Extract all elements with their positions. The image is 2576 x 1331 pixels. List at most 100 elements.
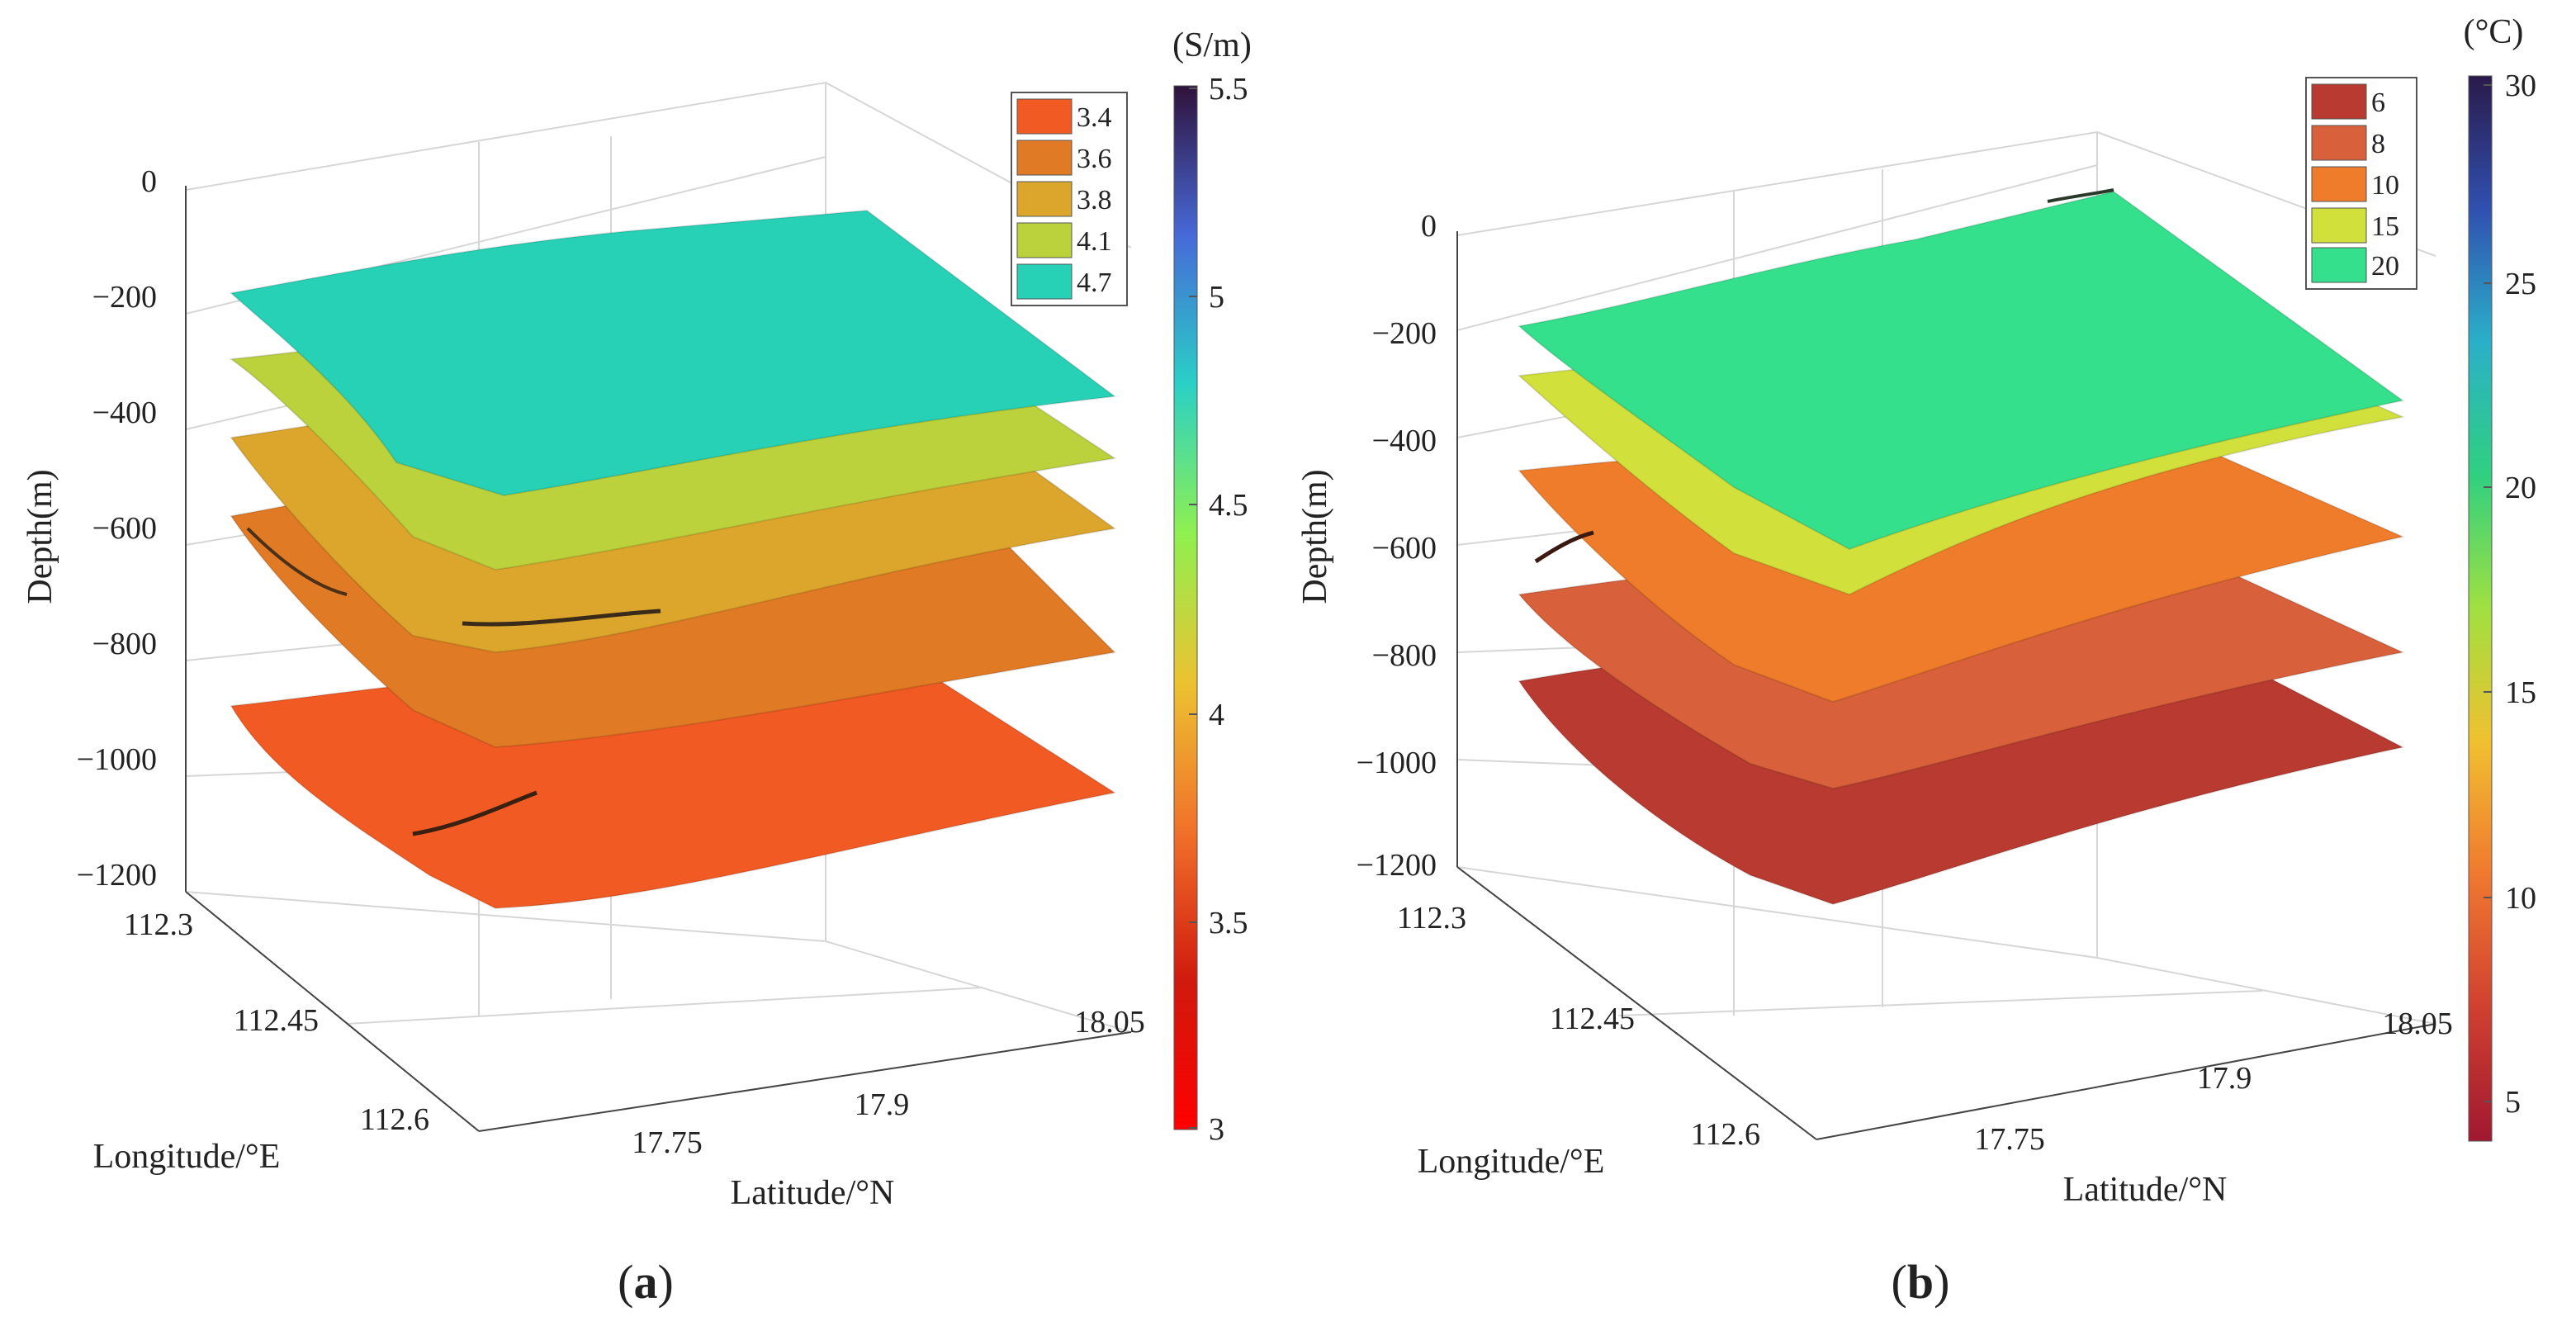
surface-a-4.7 — [229, 209, 1117, 497]
a-colorbar-title: (S/m) — [1172, 26, 1252, 64]
b-legend-swatch-3 — [2311, 207, 2367, 244]
panel-b-label-letter: b — [1907, 1255, 1934, 1309]
panel-a-z-ticks: 0 −200 −400 −600 −800 −1000 −1200 — [77, 164, 157, 893]
a-legend-swatch-1 — [1016, 140, 1073, 176]
panel-a-x-ticks: 17.75 17.9 18.05 — [632, 1005, 1145, 1160]
a-cbtick-1: 5 — [1209, 280, 1224, 315]
b-xlabel: Latitude/°N — [2063, 1171, 2228, 1209]
panel-b-x-ticks: 17.75 17.9 18.05 — [1974, 1007, 2453, 1157]
panel-b-front-axes — [1456, 231, 2436, 1140]
panel-b-surfaces — [1517, 188, 2406, 906]
panel-a-colorbar: (S/m) 5.5 5 4.5 4 3.5 3 — [1172, 26, 1252, 1147]
a-ztick-1: −200 — [92, 280, 157, 315]
b-xtick-0: 17.75 — [1974, 1122, 2045, 1157]
b-cbtick-0: 30 — [2505, 69, 2536, 103]
a-ztick-6: −1200 — [77, 858, 157, 893]
b-legend-label-0: 6 — [2371, 88, 2385, 118]
a-colorbar-bar — [1173, 85, 1198, 1130]
b-cbtick-4: 10 — [2505, 881, 2536, 916]
a-legend-swatch-0 — [1016, 98, 1073, 135]
a-ztick-5: −1000 — [77, 742, 157, 777]
a-xlabel: Latitude/°N — [731, 1174, 895, 1212]
a-ztick-2: −400 — [92, 396, 157, 430]
panel-a-surfaces — [229, 209, 1117, 910]
panel-a-front-axes — [185, 186, 1132, 1132]
panel-a-label-letter: a — [634, 1255, 658, 1309]
a-xtick-2: 18.05 — [1074, 1005, 1145, 1040]
b-legend-swatch-1 — [2311, 125, 2367, 161]
ridge-b-2 — [2047, 188, 2114, 203]
b-cbtick-2: 20 — [2505, 471, 2536, 505]
b-legend-swatch-4 — [2311, 247, 2367, 283]
b-legend-label-2: 10 — [2371, 170, 2399, 201]
panel-a-label-close: ) — [658, 1255, 674, 1309]
a-legend-swatch-3 — [1016, 222, 1073, 258]
b-ztick-3: −600 — [1372, 531, 1437, 566]
b-zlabel: Depth(m) — [1296, 469, 1334, 604]
panel-b-z-ticks: 0 −200 −400 −600 −800 −1000 −1200 — [1357, 209, 1437, 883]
ridge-b-1 — [1534, 530, 1594, 564]
b-colorbar-title: (°C) — [2464, 13, 2524, 51]
b-ytick-1: 112.45 — [1550, 1002, 1635, 1036]
a-cbtick-0: 5.5 — [1209, 72, 1248, 107]
b-cbtick-1: 25 — [2505, 267, 2536, 301]
panel-b-label-close: ) — [1934, 1255, 1949, 1309]
b-legend-label-3: 15 — [2371, 211, 2399, 242]
surface-b-20 — [1517, 190, 2405, 551]
b-ztick-6: −1200 — [1357, 848, 1437, 883]
panel-b-colorbar: (°C) 30 25 20 15 10 5 — [2464, 13, 2536, 1142]
b-colorbar-tick-marks — [2484, 84, 2492, 1102]
a-ytick-0: 112.3 — [124, 907, 193, 942]
b-colorbar-bar — [2468, 75, 2493, 1142]
a-ytick-1: 112.45 — [234, 1003, 319, 1038]
a-legend-label-4: 4.7 — [1077, 268, 1112, 298]
a-legend-label-3: 4.1 — [1077, 226, 1112, 257]
b-cbtick-3: 15 — [2505, 675, 2536, 710]
panel-b-label-open: ( — [1892, 1255, 1907, 1309]
b-ztick-4: −800 — [1372, 638, 1437, 673]
panel-a-y-ticks: 112.3 112.45 112.6 — [124, 907, 429, 1137]
a-zlabel: Depth(m) — [21, 469, 59, 604]
a-xtick-1: 17.9 — [855, 1087, 910, 1122]
panel-a-label-open: ( — [618, 1255, 633, 1309]
b-ylabel: Longitude/°E — [1418, 1143, 1605, 1181]
a-legend-swatch-4 — [1016, 263, 1073, 300]
b-ztick-0: 0 — [1421, 209, 1437, 244]
b-ytick-0: 112.3 — [1397, 901, 1466, 935]
b-legend-label-1: 8 — [2371, 129, 2385, 159]
a-legend-label-0: 3.4 — [1077, 102, 1112, 133]
ridge-a-3 — [246, 527, 348, 596]
a-ztick-4: −800 — [92, 627, 157, 661]
a-ztick-0: 0 — [141, 164, 157, 199]
b-ztick-1: −200 — [1372, 316, 1437, 351]
a-colorbar-tick-marks — [1189, 88, 1197, 1129]
b-ztick-5: −1000 — [1357, 746, 1437, 780]
a-legend-label-2: 3.8 — [1077, 185, 1112, 216]
b-legend-swatch-0 — [2311, 83, 2367, 120]
b-ztick-2: −400 — [1372, 424, 1437, 458]
a-legend-swatch-2 — [1016, 181, 1073, 217]
panel-b-label: (b) — [1892, 1255, 1950, 1309]
b-legend-label-4: 20 — [2371, 251, 2399, 282]
a-ytick-2: 112.6 — [360, 1102, 429, 1137]
a-cbtick-5: 3 — [1209, 1112, 1224, 1147]
ridge-a-2 — [412, 790, 537, 836]
panel-b-legend: 6 8 10 15 20 — [2305, 77, 2417, 290]
a-xtick-0: 17.75 — [632, 1125, 703, 1160]
b-xtick-1: 17.9 — [2197, 1061, 2252, 1096]
panel-a-legend: 3.4 3.6 3.8 4.1 4.7 — [1011, 92, 1128, 306]
a-ylabel: Longitude/°E — [93, 1138, 281, 1176]
panel-b: 0 −200 −400 −600 −800 −1000 −1200 Depth(… — [1296, 13, 2536, 1309]
b-legend-swatch-2 — [2311, 166, 2367, 202]
panel-a-label: (a) — [618, 1255, 674, 1309]
a-cbtick-2: 4.5 — [1209, 488, 1248, 523]
a-ztick-3: −600 — [92, 511, 157, 546]
ridge-a-1 — [462, 609, 661, 627]
a-cbtick-3: 4 — [1209, 698, 1224, 732]
b-ytick-2: 112.6 — [1691, 1117, 1760, 1152]
a-legend-label-1: 3.6 — [1077, 144, 1112, 174]
b-cbtick-5: 5 — [2505, 1085, 2521, 1120]
a-cbtick-4: 3.5 — [1209, 906, 1248, 940]
panel-b-y-ticks: 112.3 112.45 112.6 — [1397, 901, 1760, 1152]
